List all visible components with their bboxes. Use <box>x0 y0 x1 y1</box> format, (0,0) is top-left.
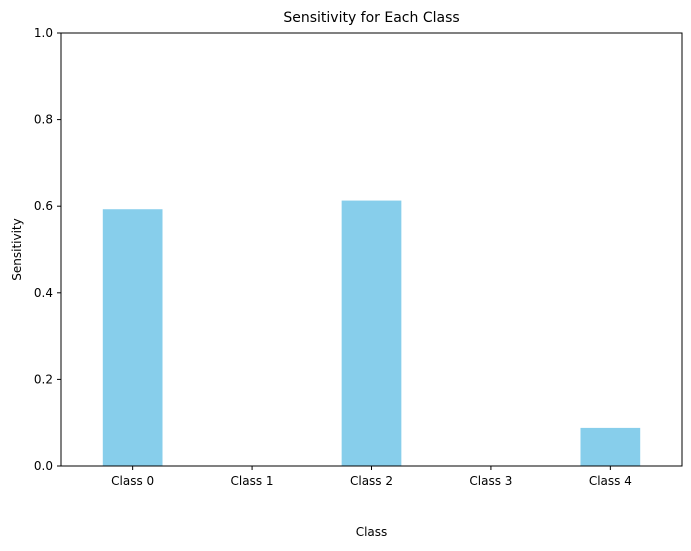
x-tick-label: Class 2 <box>350 474 393 488</box>
y-tick-label: 0.2 <box>34 372 53 386</box>
x-tick-label: Class 1 <box>231 474 274 488</box>
x-tick-label: Class 0 <box>111 474 154 488</box>
plot-frame <box>60 32 683 467</box>
bar-class-2 <box>341 200 402 467</box>
x-tick-label: Class 3 <box>469 474 512 488</box>
y-tick-label: 0.4 <box>34 286 53 300</box>
y-tick-label: 1.0 <box>34 26 53 40</box>
y-tick-label: 0.6 <box>34 199 53 213</box>
x-axis-label: Class <box>356 525 388 539</box>
y-tick-label: 0.8 <box>34 113 53 127</box>
y-axis: 0.0 0.2 0.4 0.6 0.8 1.0 <box>34 26 61 473</box>
bar-class-0 <box>102 209 163 466</box>
y-tick-label: 0.0 <box>34 459 53 473</box>
x-axis: Class 0 Class 1 Class 2 Class 3 Class 4 <box>111 466 632 488</box>
bars <box>102 200 641 467</box>
y-axis-label: Sensitivity <box>10 218 24 280</box>
x-tick-label: Class 4 <box>589 474 632 488</box>
chart-title: Sensitivity for Each Class <box>283 10 459 26</box>
bar-class-4 <box>580 427 641 466</box>
